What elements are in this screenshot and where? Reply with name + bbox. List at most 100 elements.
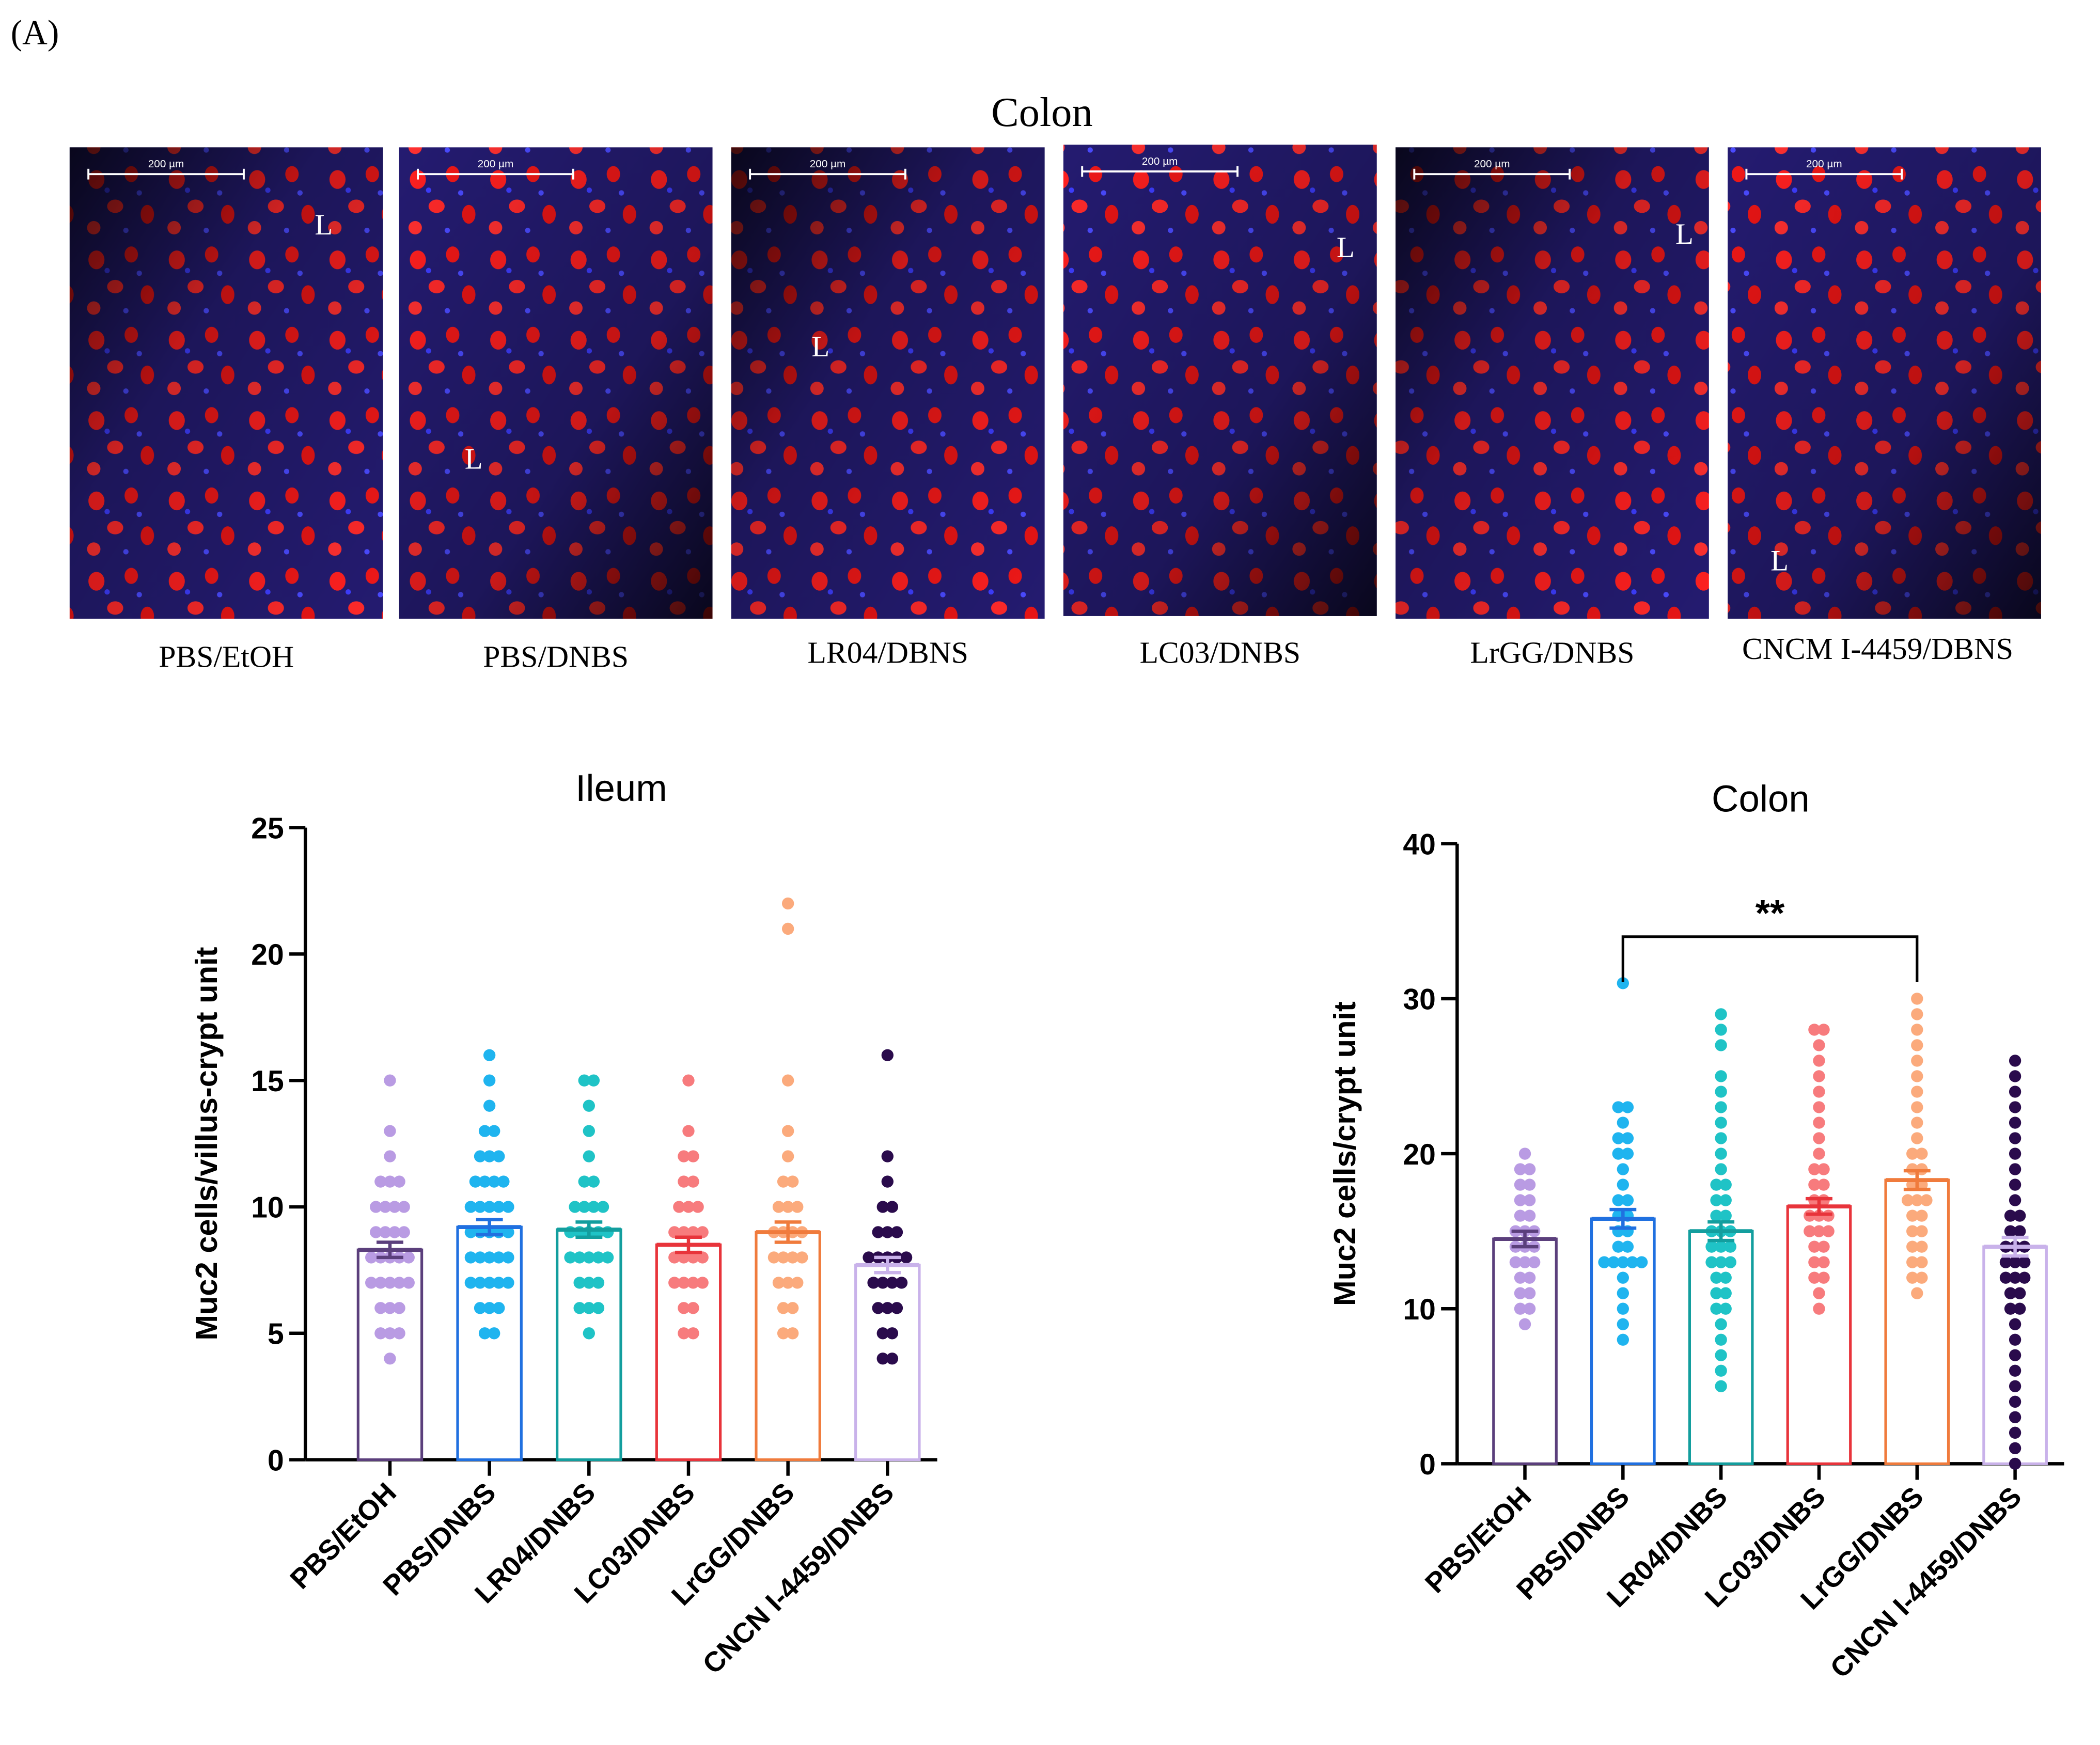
data-point xyxy=(687,1327,699,1340)
bar xyxy=(655,1243,722,1461)
data-point xyxy=(583,1327,595,1340)
data-point xyxy=(1705,1240,1718,1253)
data-point xyxy=(890,1226,903,1238)
data-point xyxy=(1808,1256,1821,1268)
data-point xyxy=(1617,1287,1629,1299)
data-point xyxy=(886,1201,899,1213)
data-point xyxy=(787,1302,799,1314)
data-point xyxy=(1621,1147,1634,1160)
data-point xyxy=(2004,1209,2017,1222)
data-point xyxy=(881,1150,894,1162)
data-point xyxy=(2009,1364,2021,1377)
y-tick-label: 30 xyxy=(1403,983,1435,1016)
data-point xyxy=(1719,1287,1732,1299)
data-point xyxy=(781,1277,794,1289)
data-point xyxy=(1617,1333,1629,1346)
data-point xyxy=(787,1327,799,1340)
data-point xyxy=(687,1277,699,1289)
data-point xyxy=(374,1302,387,1314)
data-point xyxy=(483,1201,496,1213)
data-point xyxy=(1916,1256,1928,1268)
data-point xyxy=(1808,1163,1821,1175)
y-axis-label: Muc2 cells/crypt unit xyxy=(1327,1001,1362,1306)
data-point xyxy=(578,1175,590,1188)
data-point xyxy=(1916,1209,1928,1222)
data-point xyxy=(777,1302,790,1314)
data-point xyxy=(791,1277,804,1289)
data-point xyxy=(876,1327,889,1340)
data-point xyxy=(1817,1240,1830,1253)
data-point xyxy=(478,1175,491,1188)
data-point xyxy=(488,1125,500,1137)
data-point xyxy=(1523,1194,1536,1206)
micrograph-caption: PBS/EtOH xyxy=(159,639,294,673)
significance-bracket xyxy=(1621,935,1919,983)
data-point xyxy=(2009,1442,2021,1455)
data-point xyxy=(573,1302,586,1314)
data-point xyxy=(2018,1271,2031,1284)
data-point xyxy=(2014,1209,2026,1222)
data-point xyxy=(578,1074,590,1087)
data-point xyxy=(2014,1225,2026,1237)
data-point xyxy=(1514,1302,1527,1315)
data-point xyxy=(1813,1086,1825,1098)
data-point xyxy=(772,1201,785,1213)
data-point xyxy=(781,1074,794,1087)
data-point xyxy=(1617,977,1629,989)
data-point xyxy=(787,1175,799,1188)
lumen-label: L xyxy=(1675,218,1694,250)
data-point xyxy=(2004,1287,2017,1299)
data-point xyxy=(393,1175,405,1188)
chart-title: Colon xyxy=(1712,778,1810,820)
data-point xyxy=(497,1175,510,1188)
data-point xyxy=(696,1277,709,1289)
data-point xyxy=(1514,1194,1527,1206)
data-point xyxy=(464,1251,477,1264)
data-point xyxy=(1514,1287,1527,1299)
data-point xyxy=(1813,1302,1825,1315)
y-tick-label: 15 xyxy=(251,1065,284,1098)
lumen-label: L xyxy=(465,443,483,476)
data-point xyxy=(2009,1147,2021,1160)
data-point xyxy=(687,1251,699,1264)
data-point xyxy=(384,1150,396,1162)
micrograph-title: Colon xyxy=(991,89,1093,135)
data-point xyxy=(583,1251,595,1264)
data-point xyxy=(1817,1024,1830,1036)
data-point xyxy=(781,1125,794,1137)
y-tick-label: 0 xyxy=(268,1444,284,1477)
data-point xyxy=(1514,1163,1527,1175)
data-point xyxy=(881,1175,894,1188)
scale-bar-label: 200 µm xyxy=(148,158,184,170)
data-point xyxy=(1617,1302,1629,1315)
data-point xyxy=(1906,1240,1919,1253)
data-point xyxy=(1715,1318,1727,1330)
lumen-label: L xyxy=(1770,545,1789,577)
data-point xyxy=(1617,1117,1629,1129)
data-point xyxy=(483,1074,496,1087)
data-point xyxy=(1715,1039,1727,1051)
data-point xyxy=(2014,1287,2026,1299)
data-point xyxy=(1715,1380,1727,1392)
data-point xyxy=(1906,1147,1919,1160)
data-point xyxy=(1621,1132,1634,1144)
data-point xyxy=(1817,1271,1830,1284)
data-point xyxy=(1911,993,1923,1005)
data-point xyxy=(1523,1302,1536,1315)
data-point xyxy=(1523,1287,1536,1299)
data-point xyxy=(777,1251,790,1264)
data-point xyxy=(587,1074,600,1087)
data-point xyxy=(2004,1225,2017,1237)
data-point xyxy=(1514,1271,1527,1284)
data-point xyxy=(1906,1271,1919,1284)
data-point xyxy=(583,1277,595,1289)
y-tick-label: 0 xyxy=(1419,1448,1436,1481)
data-point xyxy=(1911,1055,1923,1067)
data-point xyxy=(493,1150,505,1162)
data-point xyxy=(1598,1256,1610,1268)
data-point xyxy=(1612,1147,1624,1160)
micrograph-caption: CNCM I-4459/DBNS xyxy=(1742,632,2013,666)
data-point xyxy=(488,1327,500,1340)
data-point xyxy=(1911,1024,1923,1036)
data-point xyxy=(384,1353,396,1365)
